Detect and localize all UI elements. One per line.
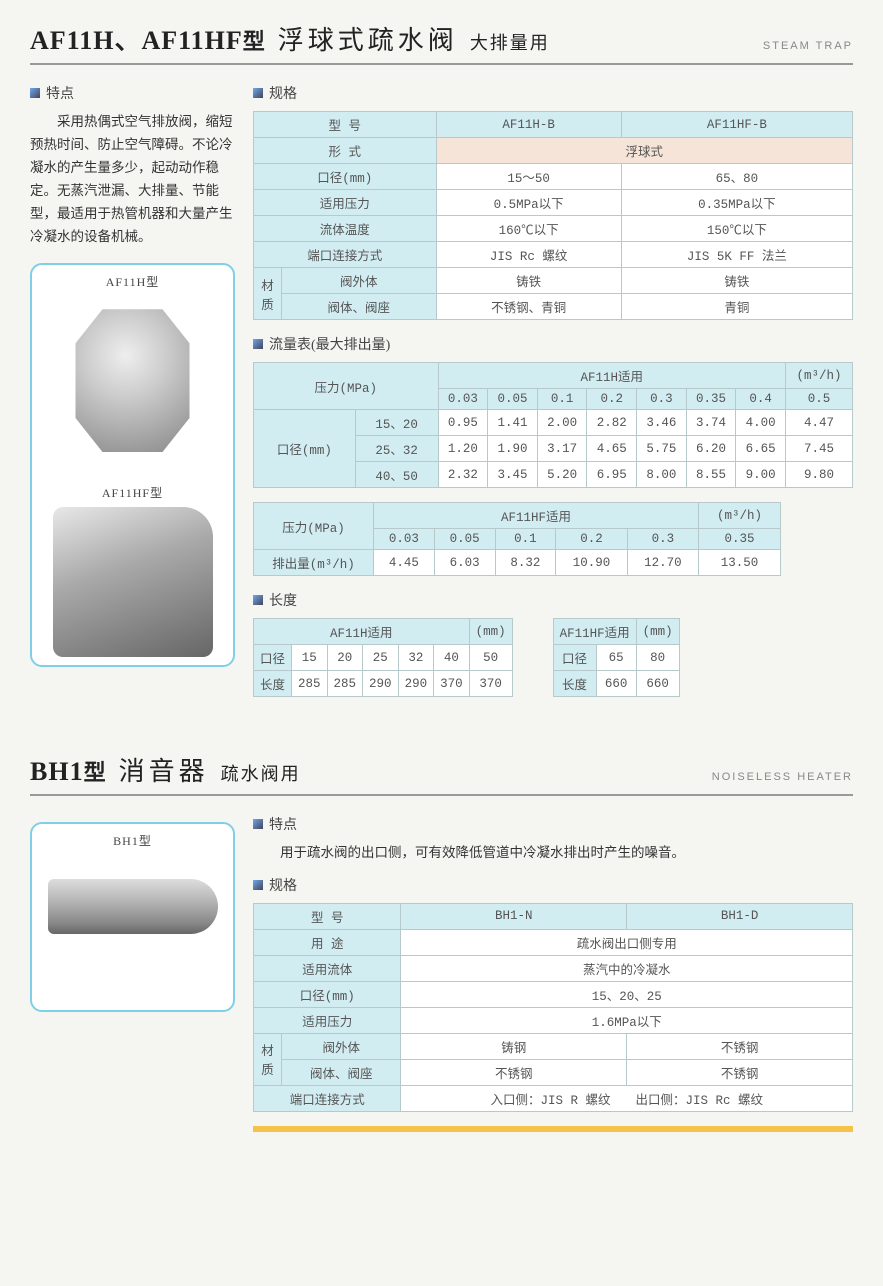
- title-english: NOISELESS HEATER: [712, 771, 853, 783]
- title-models: BH1型: [30, 755, 107, 787]
- flow-table-af11hf: 压力(MPa)AF11HF适用(m³/h) 0.030.050.10.20.30…: [253, 502, 781, 576]
- flow-heading: 流量表(最大排出量): [253, 334, 853, 354]
- title-use: 疏水阀用: [221, 760, 301, 786]
- spec-table: 型 号AF11H-BAF11HF-B 形 式浮球式 口径(mm)15～5065、…: [253, 111, 853, 320]
- product-image-af11h: [58, 296, 208, 466]
- section1-header: AF11H、AF11HF型 浮球式疏水阀 大排量用 STEAM TRAP: [30, 20, 853, 65]
- image-label: AF11HF型: [36, 484, 229, 501]
- spec-heading: 规格: [253, 875, 853, 895]
- right-column: 规格 型 号AF11H-BAF11HF-B 形 式浮球式 口径(mm)15～50…: [253, 77, 853, 711]
- length-table-af11hf: AF11HF适用(mm) 口径6580 长度660660: [553, 618, 680, 697]
- title-models: AF11H、AF11HF型: [30, 20, 266, 57]
- spec-heading: 规格: [253, 83, 853, 103]
- image-box-bh1: BH1型: [30, 822, 235, 1012]
- length-heading: 长度: [253, 590, 853, 610]
- image-box-af11h: AF11H型 AF11HF型: [30, 263, 235, 667]
- features-text: 用于疏水阀的出口侧，可有效降低管道中冷凝水排出时产生的噪音。: [253, 842, 853, 865]
- image-label: AF11H型: [36, 273, 229, 290]
- section2-header: BH1型 消音器 疏水阀用 NOISELESS HEATER: [30, 751, 853, 796]
- spec-table-bh1: 型 号BH1-NBH1-D 用 途疏水阀出口侧专用 适用流体蒸汽中的冷凝水 口径…: [253, 903, 853, 1112]
- title-use: 大排量用: [470, 29, 550, 55]
- features-heading: 特点: [30, 83, 235, 103]
- features-heading: 特点: [253, 814, 853, 834]
- product-image-af11hf: [53, 507, 213, 657]
- left-column: 特点 采用热偶式空气排放阀，缩短预热时间、防止空气障碍。不论冷凝水的产生量多少，…: [30, 77, 235, 711]
- length-table-af11h: AF11H适用(mm) 口径152025324050 长度28528529029…: [253, 618, 513, 697]
- title-english: STEAM TRAP: [763, 40, 853, 52]
- image-label: BH1型: [36, 832, 229, 849]
- title-name: 消音器: [119, 751, 209, 788]
- features-text: 采用热偶式空气排放阀，缩短预热时间、防止空气障碍。不论冷凝水的产生量多少，起动动…: [30, 111, 235, 249]
- divider-bar: [253, 1126, 853, 1132]
- section-af11h: AF11H、AF11HF型 浮球式疏水阀 大排量用 STEAM TRAP 特点 …: [30, 20, 853, 711]
- flow-table-af11h: 压力(MPa) AF11H适用 (m³/h) 0.030.050.10.20.3…: [253, 362, 853, 488]
- section-bh1: BH1型 消音器 疏水阀用 NOISELESS HEATER BH1型 特点 用…: [30, 751, 853, 1132]
- product-image-bh1: [48, 879, 218, 934]
- title-name: 浮球式疏水阀: [278, 20, 458, 57]
